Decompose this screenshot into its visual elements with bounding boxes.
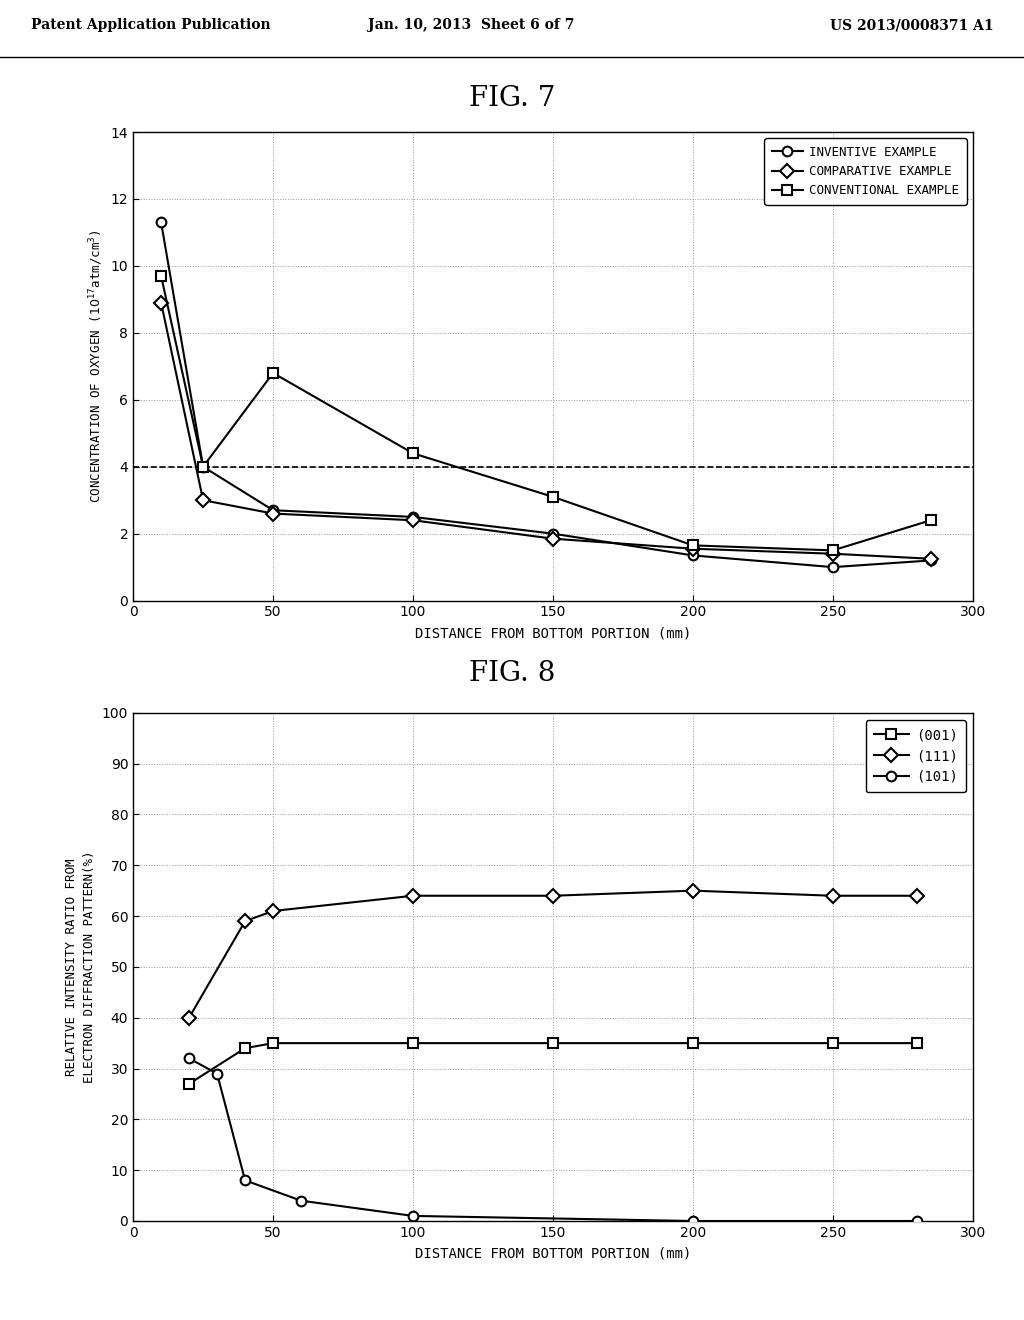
Text: FIG. 8: FIG. 8 — [469, 660, 555, 686]
Text: Jan. 10, 2013  Sheet 6 of 7: Jan. 10, 2013 Sheet 6 of 7 — [368, 18, 574, 32]
Text: US 2013/0008371 A1: US 2013/0008371 A1 — [829, 18, 993, 32]
X-axis label: DISTANCE FROM BOTTOM PORTION (mm): DISTANCE FROM BOTTOM PORTION (mm) — [415, 1247, 691, 1261]
Y-axis label: RELATIVE INTENSITY RATIO FROM
ELECTRON DIFFRACTION PATTERN(%): RELATIVE INTENSITY RATIO FROM ELECTRON D… — [66, 850, 96, 1084]
Y-axis label: CONCENTRATION OF OXYGEN ($10^{17}$atm/cm$^3$): CONCENTRATION OF OXYGEN ($10^{17}$atm/cm… — [87, 230, 105, 503]
Text: Patent Application Publication: Patent Application Publication — [31, 18, 270, 32]
X-axis label: DISTANCE FROM BOTTOM PORTION (mm): DISTANCE FROM BOTTOM PORTION (mm) — [415, 627, 691, 640]
Legend: (001), (111), (101): (001), (111), (101) — [865, 719, 966, 792]
Legend: INVENTIVE EXAMPLE, COMPARATIVE EXAMPLE, CONVENTIONAL EXAMPLE: INVENTIVE EXAMPLE, COMPARATIVE EXAMPLE, … — [764, 139, 967, 205]
Text: FIG. 7: FIG. 7 — [469, 86, 555, 112]
